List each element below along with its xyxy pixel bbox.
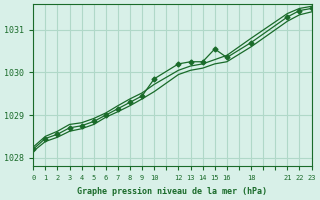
X-axis label: Graphe pression niveau de la mer (hPa): Graphe pression niveau de la mer (hPa): [77, 187, 268, 196]
